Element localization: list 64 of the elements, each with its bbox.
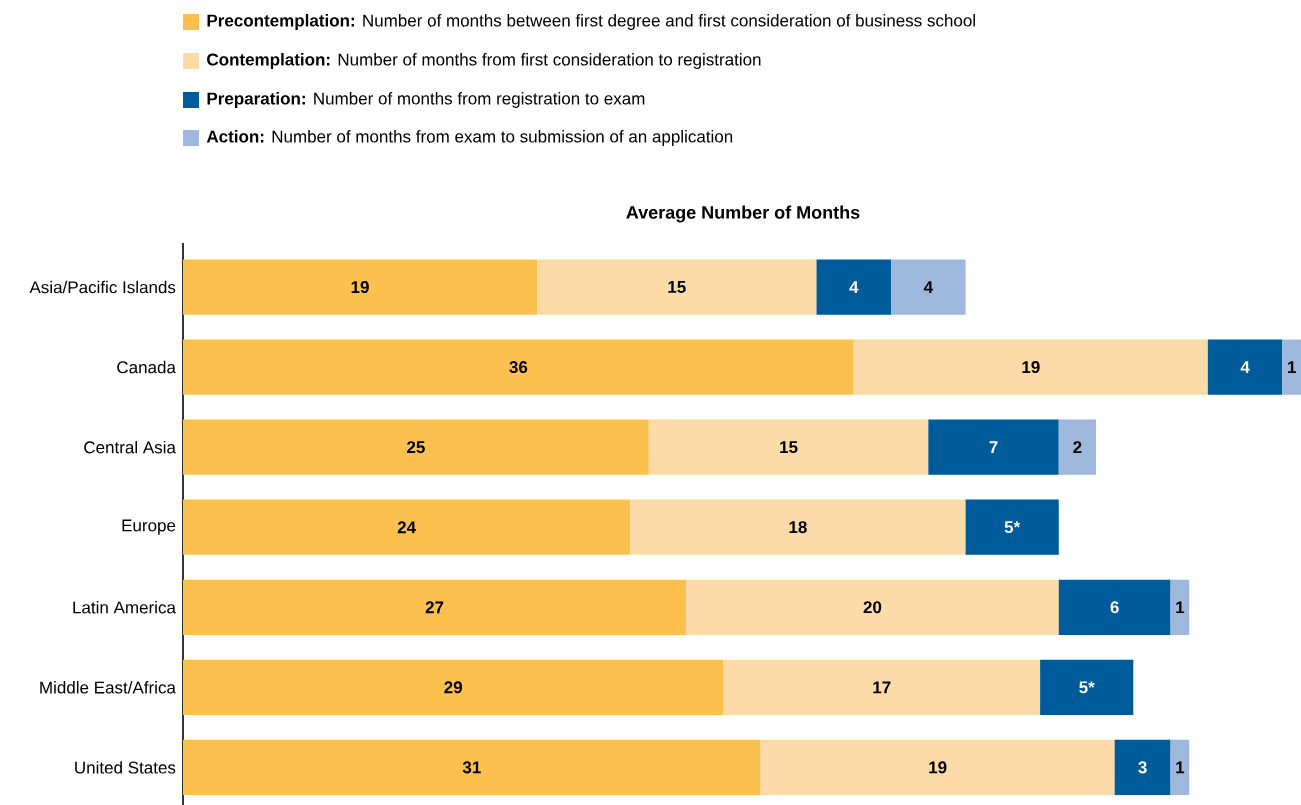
bar [1058, 579, 1171, 635]
bar [1040, 659, 1134, 715]
bar [183, 659, 724, 715]
data-label: 3 [1138, 761, 1147, 774]
bar [965, 499, 1059, 555]
data-label: 18 [789, 521, 807, 534]
legend-label: Contemplation: Number of months from first consideration to registration [207, 53, 761, 69]
data-label: 36 [509, 361, 528, 374]
data-label: 4 [923, 281, 933, 293]
bar [853, 339, 1208, 395]
data-label: 15 [668, 281, 686, 293]
data-label: 17 [873, 681, 891, 694]
legend-label: Action: Number of months from exam to submission of an application [206, 130, 733, 146]
bar [816, 259, 892, 315]
data-label: 1 [1288, 361, 1296, 373]
chart-title: Average Number of Months [626, 205, 860, 223]
y-tick-label: Europe [122, 519, 176, 535]
data-label: 19 [1022, 361, 1040, 374]
bar [686, 579, 1059, 635]
data-label: 19 [929, 761, 947, 774]
bar [183, 579, 687, 635]
data-label: 31 [462, 761, 481, 774]
bar [1170, 739, 1190, 795]
legend-label: Precontemplation: Number of months between first degree and first consideration of business school [207, 14, 975, 30]
bar [1170, 579, 1190, 635]
bar [183, 419, 649, 475]
bar [1114, 739, 1171, 795]
bar [1282, 339, 1301, 395]
bar [183, 739, 761, 795]
data-label: 27 [425, 601, 444, 614]
bar [183, 499, 631, 555]
data-label: 20 [863, 601, 882, 614]
data-label: 24 [397, 521, 416, 534]
bar [1058, 419, 1097, 475]
bar [928, 419, 1059, 475]
bar [183, 259, 538, 315]
data-label: 1 [1176, 601, 1185, 614]
data-label: 7 [989, 441, 998, 453]
data-label: 4 [1240, 361, 1250, 373]
bar [537, 259, 817, 315]
bar [183, 339, 854, 395]
bar [1207, 339, 1283, 395]
data-label: 29 [444, 681, 462, 694]
y-tick-label: Canada [117, 360, 176, 374]
data-label: 5* [1079, 681, 1095, 694]
bar [723, 659, 1041, 715]
data-label: 5* [1004, 521, 1021, 534]
legend-label: Preparation: Number of months from registration to exam [207, 92, 645, 108]
bar [760, 739, 1115, 795]
data-label: 15 [780, 441, 798, 454]
y-tick-label: Asia/Pacific Islands [29, 280, 176, 294]
y-tick-label: Middle East/Africa [40, 681, 176, 694]
bar [630, 499, 966, 555]
y-tick-label: Central Asia [84, 440, 176, 454]
y-tick-label: Latin America [73, 601, 176, 614]
data-label: 6 [1110, 601, 1119, 614]
data-label: 25 [407, 441, 425, 454]
bar [891, 259, 966, 315]
data-label: 2 [1073, 441, 1082, 454]
data-label: 1 [1176, 761, 1185, 774]
data-label: 19 [351, 281, 369, 294]
y-tick-label: United States [75, 761, 176, 774]
data-label: 4 [849, 281, 859, 293]
bar [648, 419, 929, 475]
